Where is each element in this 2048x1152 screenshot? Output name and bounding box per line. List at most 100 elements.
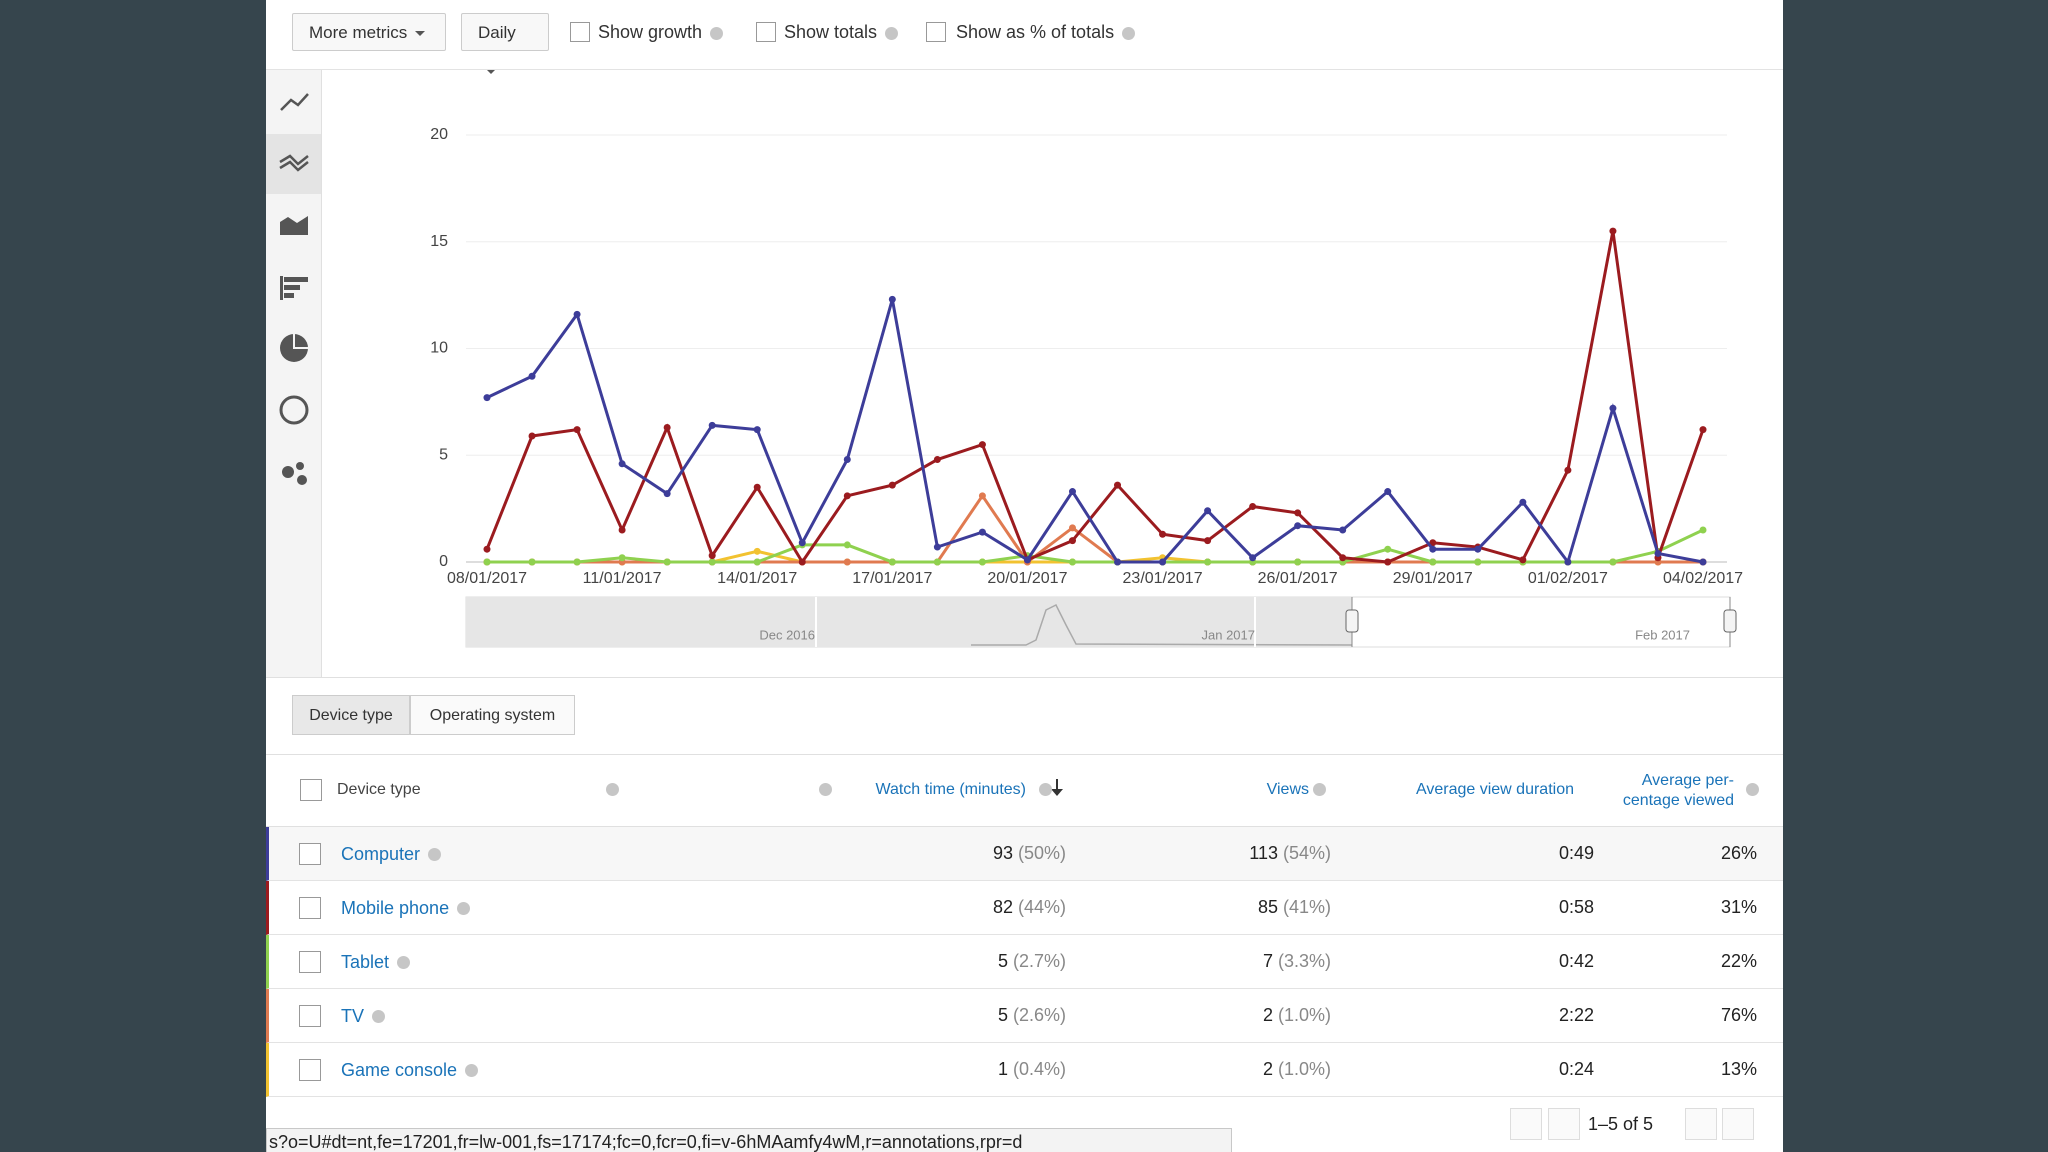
share: (50%) (1017, 843, 1066, 863)
value-cell: 5 (2.6%) (998, 1005, 1066, 1026)
help-icon[interactable] (1313, 783, 1326, 796)
checkbox[interactable] (299, 897, 321, 919)
checkbox[interactable] (300, 779, 322, 801)
y-tick-label: 10 (430, 340, 448, 357)
pct-viewed: 76% (1720, 1005, 1757, 1025)
bubble-icon-3 (297, 475, 307, 485)
checkbox[interactable] (570, 22, 590, 42)
divider (266, 754, 1783, 755)
help-icon[interactable] (1122, 26, 1136, 40)
map-icon[interactable] (279, 395, 309, 425)
data-point (1654, 549, 1662, 557)
help-icon[interactable] (465, 1064, 479, 1077)
analytics-panel: More metrics Daily Show growth Show tota… (266, 0, 1783, 1152)
data-point (663, 423, 671, 431)
divider (266, 826, 1783, 827)
data-point (573, 310, 581, 318)
table-row: TV 5 (2.6%) 2 (1.0%) 2:22 76% (266, 989, 1783, 1043)
bar-chart-icon[interactable] (280, 276, 308, 300)
navigator-handle[interactable] (1345, 609, 1359, 633)
table-row: Game console 1 (0.4%) 2 (1.0%) 0:24 13% (266, 1043, 1783, 1097)
y-tick-label: 5 (439, 446, 448, 463)
data-point (1384, 545, 1392, 553)
page-button[interactable] (1722, 1108, 1754, 1140)
help-icon[interactable] (885, 26, 899, 40)
data-point (1204, 537, 1212, 545)
help-icon[interactable] (1746, 783, 1759, 796)
data-point (663, 558, 671, 566)
help-icon[interactable] (710, 26, 724, 40)
tab[interactable]: Device type (292, 695, 410, 735)
duration: 2:22 (1558, 1005, 1594, 1025)
checkbox[interactable] (756, 22, 776, 42)
share: (0.4%) (1012, 1059, 1066, 1079)
data-point (1204, 507, 1212, 515)
x-tick-label: 29/01/2017 (1393, 570, 1473, 587)
tab[interactable]: Operating system (410, 695, 575, 735)
data-point (1159, 530, 1167, 538)
data-point (1068, 558, 1076, 566)
header-watch-time[interactable]: Watch time (minutes) (875, 781, 1026, 798)
checkbox[interactable] (926, 22, 946, 42)
header-duration[interactable]: Average view duration (1415, 781, 1574, 798)
help-icon[interactable] (397, 956, 411, 969)
header-pct[interactable]: Average per- (1641, 772, 1734, 789)
device-link[interactable]: Computer (341, 844, 421, 864)
x-tick-label: 08/01/2017 (447, 570, 527, 587)
page-button[interactable] (1510, 1108, 1542, 1140)
device-link[interactable]: Tablet (341, 952, 390, 972)
help-icon[interactable] (372, 1010, 386, 1023)
more-metrics-button[interactable]: More metrics (292, 13, 446, 51)
bubble-icon[interactable] (282, 466, 294, 478)
value-cell: 82 (44%) (993, 897, 1066, 918)
help-icon[interactable] (428, 848, 442, 861)
checkbox[interactable] (299, 1059, 321, 1081)
navigator-shade (466, 597, 1352, 647)
x-tick-label: 01/02/2017 (1528, 570, 1608, 587)
data-point (1159, 558, 1167, 566)
data-point (1384, 488, 1392, 496)
navigator-handle[interactable] (1723, 609, 1737, 633)
device-link[interactable]: Mobile phone (341, 898, 450, 918)
duration: 0:58 (1558, 897, 1594, 917)
compare-line-icon-2 (279, 160, 309, 172)
value-cell: 2 (1.0%) (1263, 1005, 1331, 1026)
help-icon[interactable] (457, 902, 471, 915)
line-chart-icon[interactable] (280, 93, 309, 111)
data-point (483, 558, 491, 566)
checkbox-label: Show as % of totals (956, 22, 1136, 43)
data-point (483, 545, 491, 553)
checkbox-label: Show totals (784, 22, 899, 43)
help-icon[interactable] (1039, 783, 1052, 796)
interval-button[interactable]: Daily (461, 13, 549, 75)
data-point (528, 432, 536, 440)
value-cell: 5 (2.7%) (998, 951, 1066, 972)
device-link[interactable]: TV (341, 1006, 365, 1026)
data-point (528, 558, 536, 566)
label-text: Show totals (784, 22, 878, 42)
chart-type-icons (266, 93, 321, 485)
value-cell: 1 (0.4%) (998, 1059, 1066, 1080)
compare-line-icon[interactable] (279, 154, 309, 166)
help-icon[interactable] (606, 783, 619, 796)
data-point (753, 547, 761, 555)
checkbox[interactable] (299, 843, 321, 865)
checkbox[interactable] (299, 1005, 321, 1027)
share: (3.3%) (1277, 951, 1331, 971)
share: (44%) (1017, 897, 1066, 917)
area-chart-icon[interactable] (280, 216, 308, 235)
data-point (1609, 227, 1617, 235)
value-cell: 2 (1.0%) (1263, 1059, 1331, 1080)
page-button[interactable] (1548, 1108, 1580, 1140)
data-point (1114, 481, 1122, 489)
data-point (708, 558, 716, 566)
header-views[interactable]: Views (1266, 781, 1309, 798)
page-button[interactable] (1685, 1108, 1717, 1140)
device-link[interactable]: Game console (341, 1060, 458, 1080)
data-point (933, 558, 941, 566)
table-row: Mobile phone 82 (44%) 85 (41%) 0:58 31% (266, 881, 1783, 935)
data-point (1294, 558, 1302, 566)
header-pct[interactable]: centage viewed (1622, 792, 1734, 809)
help-icon[interactable] (819, 783, 832, 796)
checkbox[interactable] (299, 951, 321, 973)
